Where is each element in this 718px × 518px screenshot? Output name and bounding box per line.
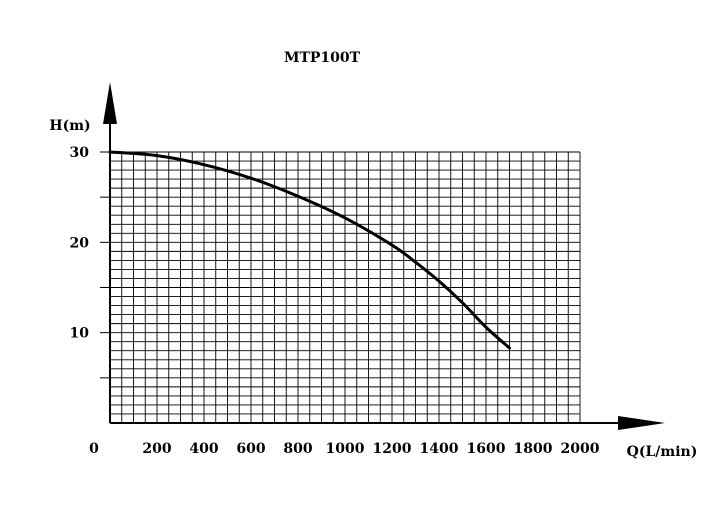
grid: [110, 151, 581, 423]
chart-title: MTP100T: [284, 50, 361, 66]
x-tick-label: 0: [89, 441, 99, 457]
x-tick-label: 1400: [420, 441, 459, 457]
x-tick-label: 600: [236, 441, 265, 457]
x-tick-label: 200: [142, 441, 171, 457]
x-tick-label: 1800: [514, 441, 553, 457]
y-tick-labels: 10 20 30: [70, 145, 110, 379]
pump-curve-line: [108, 150, 511, 350]
series-group: [108, 150, 511, 350]
y-tick-label: 10: [70, 326, 90, 342]
y-axis-arrow: [103, 82, 117, 124]
x-tick-label: 1000: [326, 441, 365, 457]
y-tick-label: 20: [70, 235, 90, 251]
x-tick-label: 1600: [467, 441, 506, 457]
x-axis-arrow: [618, 416, 665, 430]
x-axis-label: Q(L/min): [627, 444, 698, 460]
x-tick-label: 2000: [561, 441, 600, 457]
x-tick-label: 800: [283, 441, 312, 457]
x-tick-label: 1200: [373, 441, 412, 457]
x-tick-label: 400: [189, 441, 218, 457]
x-tick-labels: 0 200 400 600 800 1000 1200 1400 1600 1800 2000: [89, 441, 600, 457]
y-tick-label: 30: [70, 145, 90, 161]
y-axis-label: H(m): [49, 118, 90, 134]
